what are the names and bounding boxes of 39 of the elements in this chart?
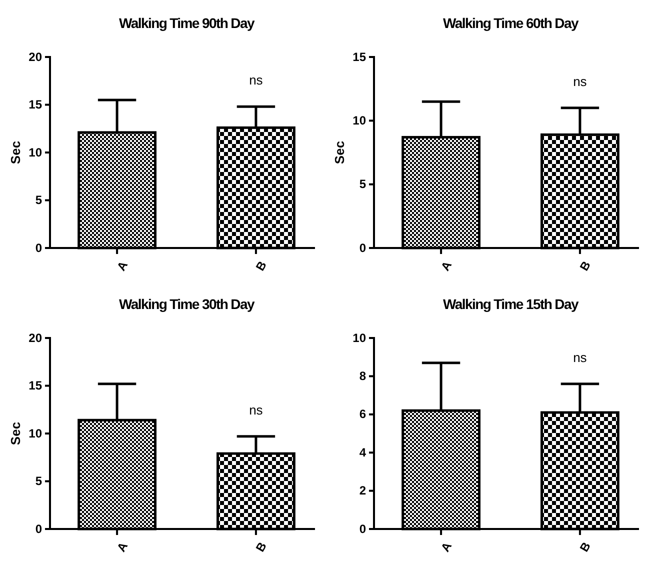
chart-title: Walking Time 15th Day xyxy=(443,296,579,312)
x-tick-label: A xyxy=(114,540,131,554)
y-tick-label: 15 xyxy=(28,98,42,112)
x-tick-label: B xyxy=(577,540,594,554)
x-tick-label: B xyxy=(253,540,270,554)
y-axis-title: Sec xyxy=(8,422,23,446)
y-tick-label: 10 xyxy=(352,330,366,345)
y-tick-label: 15 xyxy=(28,378,42,393)
y-tick-label: 8 xyxy=(359,369,366,384)
y-tick-label: 0 xyxy=(359,522,366,536)
annotation: ns xyxy=(249,72,264,88)
y-tick-label: 20 xyxy=(28,330,42,345)
y-tick-label: 5 xyxy=(359,177,366,192)
y-tick-label: 5 xyxy=(35,474,42,488)
y-tick-label: 10 xyxy=(352,114,366,128)
chart-title: Walking Time 90th Day xyxy=(119,15,255,31)
y-tick-label: 0 xyxy=(35,522,42,536)
y-tick-label: 0 xyxy=(359,240,366,255)
x-tick-label: B xyxy=(253,258,270,274)
y-tick-label: 4 xyxy=(359,445,366,460)
x-tick-label: A xyxy=(438,540,455,554)
x-tick-label: B xyxy=(577,258,594,274)
chart-title: Walking Time 60th Day xyxy=(443,15,579,31)
y-tick-label: 2 xyxy=(359,484,366,498)
y-tick-label: 20 xyxy=(28,50,42,64)
y-axis-title: Sec xyxy=(332,140,347,164)
y-tick-label: 15 xyxy=(352,50,366,64)
chart-title: Walking Time 30th Day xyxy=(119,296,255,312)
y-tick-label: 0 xyxy=(35,240,42,255)
y-tick-label: 10 xyxy=(28,145,42,160)
y-tick-label: 10 xyxy=(28,426,42,440)
y-tick-label: 5 xyxy=(35,193,42,208)
y-tick-label: 6 xyxy=(359,407,366,422)
x-tick-label: A xyxy=(114,258,131,274)
annotation: ns xyxy=(573,74,588,89)
y-axis-title: Sec xyxy=(8,140,23,164)
annotation: ns xyxy=(249,402,264,418)
x-tick-label: A xyxy=(438,258,455,274)
annotation: ns xyxy=(573,350,588,365)
